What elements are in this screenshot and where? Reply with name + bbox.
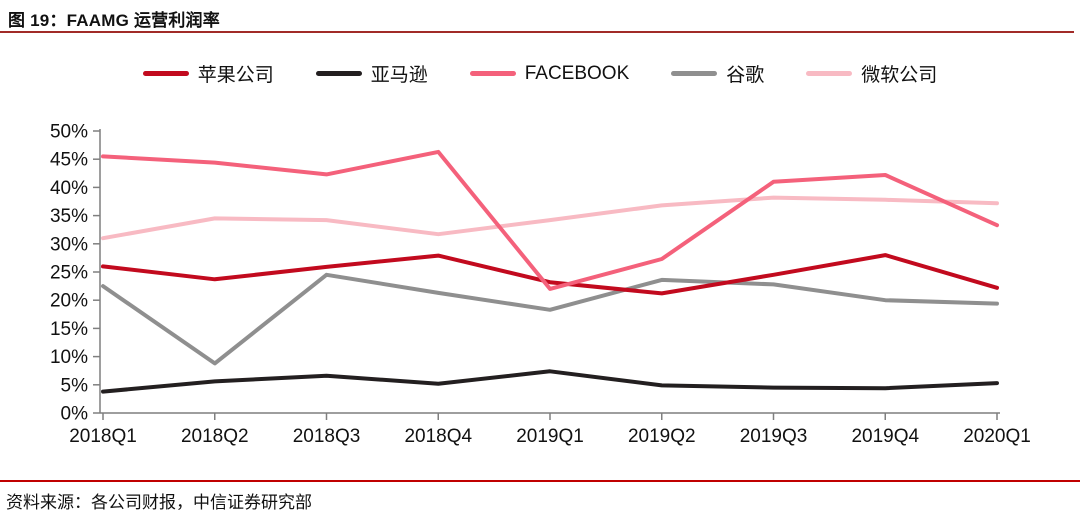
legend-item-4: 微软公司 xyxy=(806,60,937,87)
series-line-微软公司 xyxy=(101,195,999,241)
legend-swatch-icon xyxy=(469,71,516,76)
y-tick-label: 15% xyxy=(50,319,88,340)
legend-swatch-icon xyxy=(671,71,718,76)
y-tick-label: 0% xyxy=(61,404,89,425)
x-tick-label: 2019Q1 xyxy=(516,426,584,447)
legend-label: FACEBOOK xyxy=(524,62,630,84)
legend-label: 苹果公司 xyxy=(197,65,274,86)
y-tick-label: 20% xyxy=(50,291,88,312)
line-chart: 0% 5% 10% 15% 20% 25% 30% 35% 40% 45% 50% 2018Q1 201… xyxy=(50,122,1031,448)
legend-item-2: FACEBOOK xyxy=(469,62,630,85)
series-line-苹果公司 xyxy=(101,253,999,296)
legend-swatch-icon xyxy=(315,71,362,76)
series-line-谷歌 xyxy=(101,272,999,366)
series-line-FACEBOOK xyxy=(101,149,999,291)
title-rule xyxy=(0,31,1074,33)
x-tick-label: 2020Q1 xyxy=(963,426,1031,447)
x-tick-label: 2018Q4 xyxy=(404,426,472,447)
x-tick-label: 2018Q2 xyxy=(181,426,249,447)
chart-legend: 苹果公司 亚马逊 FACEBOOK 谷歌 微软公司 xyxy=(0,60,1080,87)
legend-label: 微软公司 xyxy=(861,65,938,86)
legend-swatch-icon xyxy=(806,71,853,76)
figure-title: 图 19：FAAMG 运营利润率 xyxy=(8,11,220,30)
legend-label: 谷歌 xyxy=(726,65,765,86)
y-tick-label: 30% xyxy=(50,234,88,255)
source-note: 资料来源：各公司财报，中信证券研究部 xyxy=(6,493,312,512)
x-tick-label: 2018Q3 xyxy=(293,426,361,447)
y-tick-label: 10% xyxy=(50,347,88,368)
legend-label: 亚马逊 xyxy=(370,65,428,86)
y-tick-label: 5% xyxy=(61,375,89,396)
x-tick-label: 2019Q3 xyxy=(740,426,808,447)
x-tick-label: 2019Q2 xyxy=(628,426,696,447)
y-tick-label: 40% xyxy=(50,178,88,199)
y-tick-label: 45% xyxy=(50,150,88,171)
legend-item-0: 苹果公司 xyxy=(142,60,274,87)
x-tick-label: 2018Q1 xyxy=(69,426,137,447)
x-tick-label: 2019Q4 xyxy=(851,426,919,447)
legend-item-1: 亚马逊 xyxy=(315,60,428,87)
y-tick-label: 35% xyxy=(50,206,88,227)
series-line-亚马逊 xyxy=(101,369,999,394)
legend-item-3: 谷歌 xyxy=(671,60,764,87)
y-tick-label: 25% xyxy=(50,263,88,284)
y-tick-label: 50% xyxy=(50,122,88,143)
legend-swatch-icon xyxy=(142,71,189,76)
footer-divider xyxy=(0,480,1080,482)
